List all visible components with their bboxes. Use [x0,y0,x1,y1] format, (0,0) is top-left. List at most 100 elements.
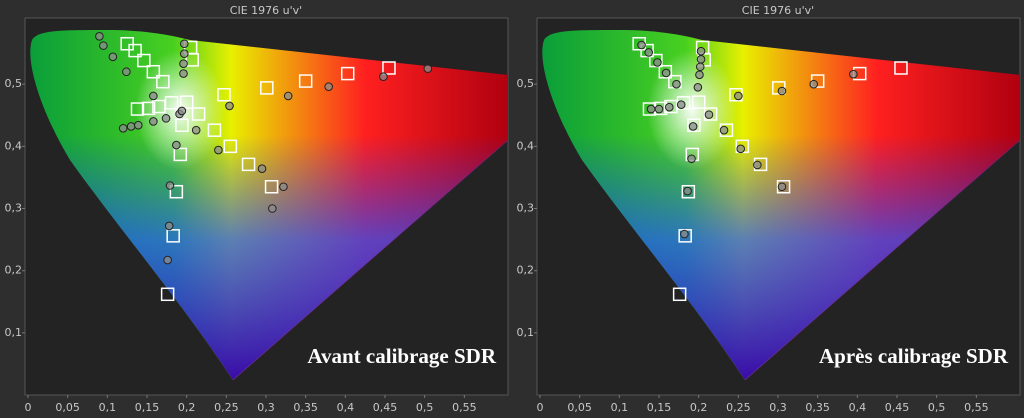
target-square [649,53,663,68]
x-tick-label: 0,25 [214,401,239,414]
measured-point [279,182,288,192]
measured-point [122,67,131,77]
measured-point [777,182,787,192]
y-tick-label: 0,3 [517,202,535,215]
measured-point [161,114,171,123]
measured-point [179,69,188,78]
gamut [542,30,1020,381]
measured-point [672,79,681,89]
target-square [264,179,279,194]
target-square [160,287,175,302]
target-square [141,101,156,116]
x-tick-label: 0,55 [452,401,477,414]
measured-point [268,204,277,213]
measured-point [133,120,143,130]
x-tick-label: 0,25 [726,401,751,414]
x-tick-label: 0,55 [964,401,989,414]
target-square [691,95,706,109]
measured-point [423,64,433,73]
x-tick-label: 0,5 [416,401,434,414]
measured-point [191,125,201,135]
x-tick-label: 0,35 [293,401,318,414]
measured-point [99,41,108,50]
target-square [260,81,274,95]
measured-point [653,58,662,67]
target-square [185,53,199,67]
y-tick-label: 0,1 [5,326,23,339]
measured-point [177,106,187,116]
panel: CIE 1976 u'v' 0 0,05 0,1 0,15 0,2 0,25 0,3 0,35 0… [5,4,509,414]
measured-point [676,100,686,109]
target-square [298,74,313,88]
measured-point [849,69,858,79]
measured-point [149,117,158,126]
target-square [340,66,355,81]
target-square [241,157,256,172]
purple-line [744,139,1020,381]
x-tick-label: 0 [537,401,544,414]
target-square [191,107,206,121]
x-tick-label: 0,45 [373,401,398,414]
chart-title: CIE 1976 u'v' [230,4,302,17]
target-square [156,74,170,89]
target-square [179,95,194,109]
measured-point [179,59,188,68]
y-tick-label: 0,3 [5,202,23,215]
y-tick-label: 0,1 [517,326,535,339]
x-tick-label: 0,4 [849,401,867,414]
measured-point [753,160,762,170]
x-tick-label: 0,4 [337,401,355,414]
x-tick-label: 0,1 [99,401,117,414]
x-tick-label: 0,35 [805,401,830,414]
measured-point [118,124,128,133]
target-square [658,64,673,79]
measured-point [736,144,746,154]
x-tick-label: 0,3 [769,401,787,414]
measured-point [214,145,223,155]
measured-point [683,186,692,196]
measured-point [379,72,388,82]
target-square [137,53,151,68]
measured-point [637,40,646,50]
measured-point [164,221,174,231]
y-tick-label: 0,5 [517,77,535,90]
measured-point [654,104,664,114]
x-tick-label: 0 [25,401,32,414]
measured-point [163,255,172,265]
target-square [703,107,718,121]
measured-point [696,46,706,56]
measured-point [719,125,729,135]
measured-point [225,101,234,111]
target-square [681,184,696,199]
measured-point [108,52,118,62]
x-tick-label: 0,15 [135,401,160,414]
y-tick-label: 0,4 [5,139,23,152]
panel: CIE 1976 u'v' 0 0,05 0,1 0,15 0,2 0,25 0,3 0,35 0… [517,4,1021,414]
measured-point [695,62,705,72]
annotation: Après calibrage SDR [819,344,1009,368]
measured-point [126,122,136,131]
target-square [687,118,701,132]
y-tick-label: 0,5 [5,77,23,90]
target-square [173,147,188,162]
target-square [128,43,142,58]
target-square [640,43,654,58]
target-square [146,64,161,79]
target-square [164,96,179,110]
x-tick-label: 0,2 [178,401,196,414]
measured-point [165,181,175,190]
x-tick-label: 0,05 [567,401,592,414]
target-square [120,37,134,51]
measured-point [688,122,698,131]
measured-point [179,49,189,59]
measured-point [283,91,293,101]
y-tick-label: 0,2 [517,264,535,277]
target-square [672,287,687,302]
measured-point [646,104,656,114]
target-square [169,184,184,199]
target-square [207,123,222,137]
measured-point [665,102,674,112]
target-square [217,87,231,102]
measured-point [661,68,671,78]
